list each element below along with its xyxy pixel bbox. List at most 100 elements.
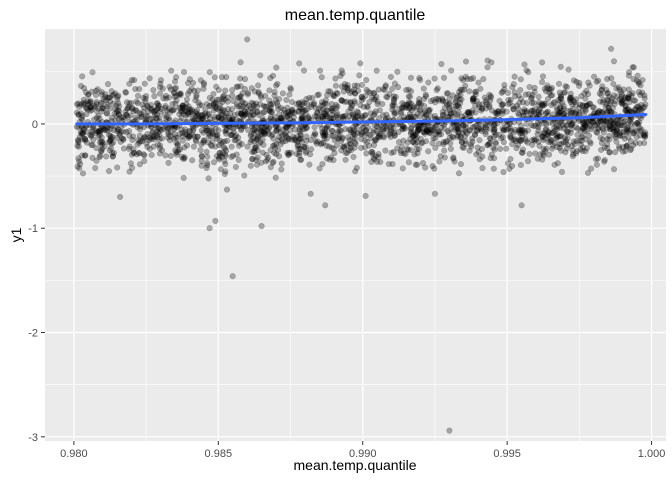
- scatter-point: [478, 126, 485, 133]
- scatter-point: [362, 127, 369, 134]
- scatter-point: [429, 140, 436, 147]
- scatter-point: [270, 158, 277, 165]
- scatter-point: [414, 128, 421, 135]
- scatter-point: [271, 113, 278, 120]
- scatter-point: [235, 94, 242, 101]
- scatter-point: [94, 86, 101, 93]
- scatter-point: [222, 128, 229, 135]
- scatter-point: [551, 99, 558, 106]
- scatter-point: [542, 135, 549, 142]
- scatter-point: [495, 111, 502, 118]
- scatter-point: [448, 110, 455, 117]
- scatter-point: [292, 126, 299, 133]
- scatter-point: [598, 87, 605, 94]
- scatter-point: [221, 96, 228, 103]
- scatter-point: [603, 117, 610, 124]
- scatter-point: [205, 133, 212, 140]
- scatter-point: [128, 105, 135, 112]
- scatter-point: [145, 137, 152, 144]
- scatter-point: [487, 135, 494, 142]
- scatter-point: [205, 111, 212, 118]
- scatter-point: [487, 125, 494, 132]
- scatter-point: [213, 135, 220, 142]
- scatter-point: [617, 96, 624, 103]
- scatter-point: [296, 104, 303, 111]
- scatter-point: [482, 123, 489, 130]
- scatter-point: [316, 165, 323, 172]
- scatter-point: [346, 126, 353, 133]
- scatter-point: [124, 105, 131, 112]
- scatter-point: [273, 82, 280, 89]
- scatter-point: [172, 100, 179, 107]
- scatter-point: [593, 78, 600, 85]
- scatter-point: [432, 130, 439, 137]
- scatter-point: [176, 111, 183, 118]
- scatter-point: [206, 69, 213, 76]
- scatter-point: [543, 109, 550, 116]
- scatter-point: [233, 101, 240, 108]
- scatter-point: [589, 118, 596, 125]
- scatter-point: [569, 120, 576, 127]
- scatter-point: [98, 88, 105, 95]
- scatter-point: [562, 89, 569, 96]
- scatter-point: [621, 122, 628, 129]
- scatter-point: [362, 92, 369, 99]
- scatter-point: [241, 111, 248, 118]
- scatter-point: [106, 94, 113, 101]
- scatter-point: [573, 78, 580, 85]
- scatter-point: [470, 96, 477, 103]
- scatter-point: [626, 91, 633, 98]
- scatter-point: [73, 109, 80, 116]
- scatter-point: [224, 137, 231, 144]
- scatter-point: [563, 127, 570, 134]
- scatter-point: [573, 150, 580, 157]
- scatter-point: [222, 127, 229, 134]
- scatter-point: [327, 154, 334, 161]
- scatter-point: [347, 89, 354, 96]
- scatter-point: [122, 108, 129, 115]
- scatter-point: [479, 145, 486, 152]
- scatter-point: [203, 125, 210, 132]
- scatter-point: [356, 72, 363, 79]
- scatter-point: [355, 87, 362, 94]
- scatter-point: [603, 118, 610, 125]
- scatter-point: [354, 82, 361, 89]
- scatter-point: [416, 113, 423, 120]
- scatter-point: [441, 125, 448, 132]
- scatter-point: [138, 111, 145, 118]
- scatter-point: [237, 94, 244, 101]
- scatter-point: [457, 91, 464, 98]
- scatter-point: [88, 141, 95, 148]
- scatter-point: [487, 97, 494, 104]
- scatter-point: [146, 75, 153, 82]
- scatter-point: [541, 85, 548, 92]
- scatter-point: [299, 105, 306, 112]
- scatter-point: [539, 101, 546, 108]
- scatter-point: [100, 140, 107, 147]
- scatter-point: [277, 129, 284, 136]
- scatter-point: [621, 94, 628, 101]
- scatter-point: [535, 111, 542, 118]
- scatter-point: [608, 118, 615, 125]
- scatter-point: [354, 130, 361, 137]
- scatter-point: [81, 100, 88, 107]
- scatter-point: [519, 127, 526, 134]
- scatter-point: [177, 90, 184, 97]
- scatter-point: [249, 156, 256, 163]
- scatter-point: [579, 125, 586, 132]
- scatter-point: [562, 149, 569, 156]
- scatter-point: [372, 153, 379, 160]
- scatter-point: [576, 105, 583, 112]
- scatter-point: [264, 156, 271, 163]
- scatter-point: [257, 92, 264, 99]
- scatter-point: [491, 146, 498, 153]
- scatter-point: [528, 95, 535, 102]
- scatter-point: [366, 142, 373, 149]
- scatter-point: [221, 145, 228, 152]
- scatter-point: [235, 110, 242, 117]
- scatter-point: [549, 129, 556, 136]
- scatter-point: [216, 149, 223, 156]
- scatter-point: [610, 125, 617, 132]
- scatter-point: [380, 128, 387, 135]
- scatter-point: [554, 160, 561, 167]
